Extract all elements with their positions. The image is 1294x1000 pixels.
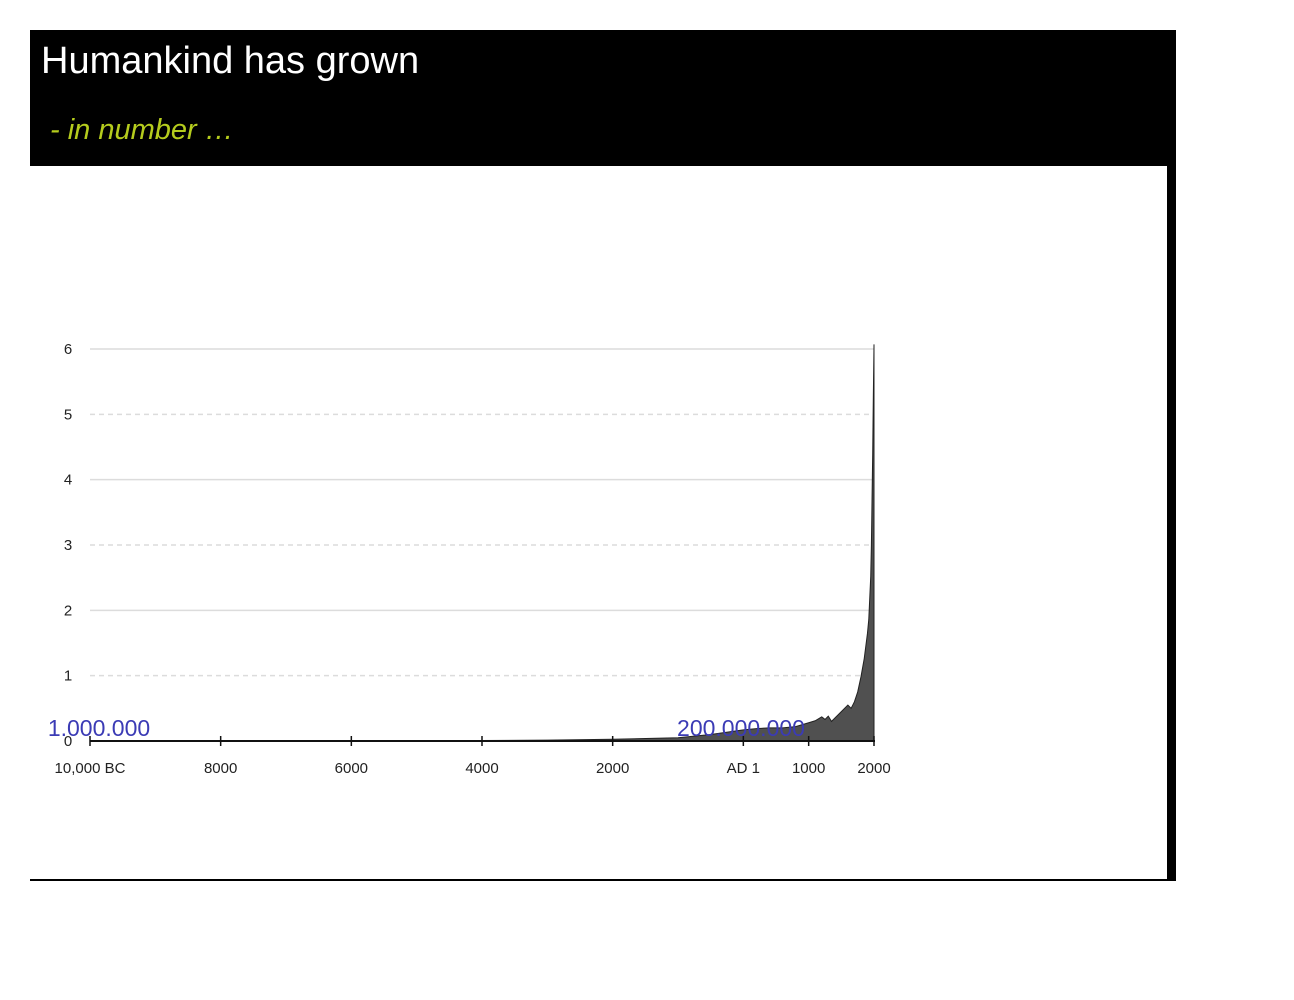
y-tick-label: 6 bbox=[64, 341, 72, 358]
y-tick-label: 4 bbox=[64, 472, 72, 489]
x-tick-label: 4000 bbox=[465, 760, 498, 777]
slide-subtitle: - in number … bbox=[50, 114, 234, 146]
y-axis: 0 1 2 3 4 5 6 bbox=[64, 341, 72, 750]
annotation-label: 200.000.000 bbox=[677, 715, 805, 741]
chart-grid bbox=[90, 348, 874, 677]
slide-header: Humankind has grown - in number … bbox=[30, 30, 1176, 166]
y-tick-label: 0 bbox=[64, 733, 72, 750]
slide-title: Humankind has grown bbox=[41, 40, 420, 82]
x-tick-label: 1000 bbox=[792, 760, 825, 777]
y-tick-label: 3 bbox=[64, 537, 72, 554]
x-axis: 10,000 BC 8000 6000 4000 2000 AD 1 1000 2000 bbox=[55, 736, 891, 777]
x-tick-label: 8000 bbox=[204, 760, 237, 777]
y-tick-label: 5 bbox=[64, 406, 72, 423]
x-tick-label: 2000 bbox=[596, 760, 629, 777]
x-tick-label: 2000 bbox=[857, 760, 890, 777]
x-tick-label: 6000 bbox=[335, 760, 368, 777]
x-tick-label: AD 1 bbox=[727, 760, 760, 777]
y-tick-label: 1 bbox=[64, 668, 72, 685]
population-area bbox=[89, 344, 875, 742]
annotation-label: 1.000.000 bbox=[48, 715, 150, 741]
population-area-path bbox=[89, 344, 875, 742]
chart-annotations: 1.000.000 200.000.000 bbox=[48, 715, 805, 741]
x-tick-label: 10,000 BC bbox=[55, 760, 126, 777]
y-tick-label: 2 bbox=[64, 602, 72, 619]
